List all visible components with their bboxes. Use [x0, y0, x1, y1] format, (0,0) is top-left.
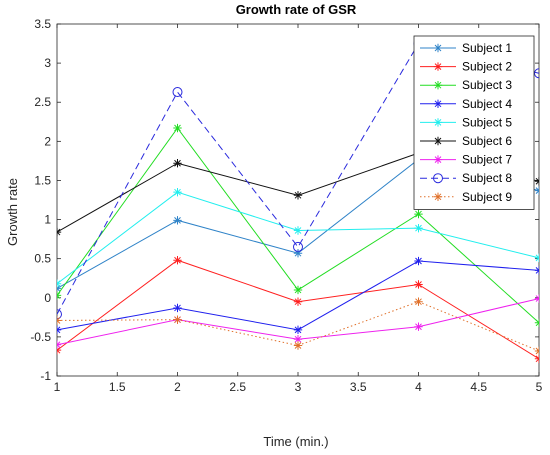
chart-title: Growth rate of GSR [236, 2, 357, 17]
data-point [293, 341, 303, 350]
y-tick-label: -1 [40, 369, 51, 383]
x-tick-label: 3.5 [350, 380, 367, 394]
y-tick-label: 3.5 [34, 17, 51, 31]
legend-item: Subject 8 [420, 171, 512, 185]
data-point [57, 279, 62, 288]
legend-item: Subject 3 [420, 78, 512, 92]
data-point [173, 123, 182, 133]
x-tick-label: 2.5 [229, 380, 246, 394]
legend-marker [433, 173, 443, 184]
legend-marker [433, 99, 443, 108]
data-point [534, 346, 539, 356]
legend-marker [433, 81, 443, 90]
data-point [57, 227, 62, 237]
legend-marker [433, 136, 443, 146]
data-point [57, 316, 62, 325]
series-3 [57, 123, 539, 328]
legend-label: Subject 7 [462, 153, 512, 167]
data-point [534, 354, 539, 363]
data-point [534, 177, 539, 186]
data-point [293, 285, 303, 295]
data-point [173, 216, 182, 225]
x-tick-label: 4 [415, 380, 422, 394]
y-tick-label: 2.5 [34, 95, 51, 109]
y-tick-label: 0.5 [34, 252, 51, 266]
series-2 [57, 256, 539, 363]
x-tick-label: 4.5 [470, 380, 487, 394]
data-point [414, 297, 423, 306]
data-point [414, 322, 423, 331]
legend-label: Subject 9 [462, 190, 512, 204]
legend-label: Subject 5 [462, 115, 512, 129]
y-tick-label: 1.5 [34, 173, 51, 187]
data-point [173, 303, 182, 313]
data-point [534, 253, 539, 263]
x-tick-label: 1.5 [109, 380, 126, 394]
data-point [293, 241, 303, 252]
data-point [57, 309, 62, 320]
series-line [57, 301, 539, 352]
data-point [414, 209, 423, 219]
y-tick-label: 0 [44, 291, 51, 305]
data-point [534, 294, 539, 303]
legend-item: Subject 5 [420, 115, 512, 129]
legend-marker [433, 62, 443, 71]
y-tick-label: 3 [44, 56, 51, 70]
legend-marker [433, 43, 443, 53]
data-point [173, 159, 182, 168]
legend-label: Subject 6 [462, 134, 512, 148]
data-point [173, 315, 182, 324]
y-tick-label: 1 [44, 213, 51, 227]
data-point [534, 186, 539, 195]
x-tick-label: 3 [295, 380, 302, 394]
y-tick-label: 2 [44, 134, 51, 148]
data-point [414, 256, 423, 266]
legend-item: Subject 6 [420, 134, 512, 148]
legend-marker [433, 118, 443, 127]
x-tick-label: 5 [536, 380, 543, 394]
x-axis-label: Time (min.) [263, 434, 328, 449]
legend-marker [433, 192, 443, 201]
legend-label: Subject 3 [462, 78, 512, 92]
legend-item: Subject 2 [420, 60, 512, 74]
data-point [57, 291, 62, 300]
data-point [293, 226, 303, 235]
x-tick-label: 1 [54, 380, 61, 394]
data-point [414, 280, 423, 289]
data-point [534, 68, 539, 79]
y-tick-label: -0.5 [30, 330, 51, 344]
legend-label: Subject 4 [462, 97, 512, 111]
data-point [293, 325, 303, 335]
legend-item: Subject 7 [420, 153, 512, 167]
data-point [534, 318, 539, 328]
data-point [534, 266, 539, 275]
data-point [293, 248, 303, 258]
data-point [414, 223, 423, 233]
legend-label: Subject 8 [462, 171, 512, 185]
data-point [293, 335, 303, 344]
y-axis-label: Growth rate [5, 178, 20, 246]
data-point [57, 340, 62, 349]
legend-item: Subject 1 [420, 41, 512, 55]
legend-label: Subject 1 [462, 41, 512, 55]
legend: Subject 1 Subject 2 Subject 3 Subject 4 Subj… [413, 35, 535, 210]
data-point [293, 297, 303, 306]
data-point [173, 187, 182, 197]
legend-item: Subject 4 [420, 97, 512, 111]
data-point [172, 87, 183, 98]
series-5 [57, 187, 539, 288]
series-4 [57, 256, 539, 335]
series-9 [57, 297, 539, 356]
legend-item: Subject 9 [420, 190, 512, 204]
data-point [173, 256, 182, 265]
data-point [57, 325, 62, 335]
data-point [293, 191, 303, 200]
legend-label: Subject 2 [462, 60, 512, 74]
x-tick-label: 2 [174, 380, 181, 394]
legend-marker [433, 155, 443, 164]
